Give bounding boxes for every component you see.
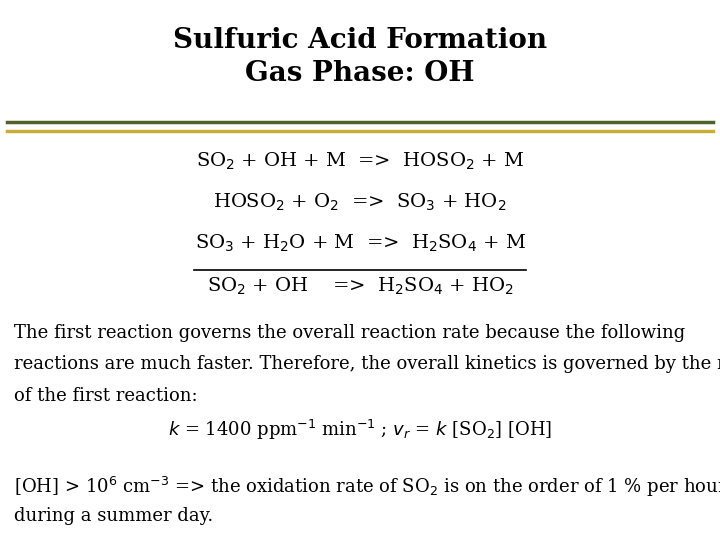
Text: SO$_2$ + OH    =>  H$_2$SO$_4$ + HO$_2$: SO$_2$ + OH => H$_2$SO$_4$ + HO$_2$ — [207, 275, 513, 296]
Text: of the first reaction:: of the first reaction: — [14, 387, 198, 404]
Text: HOSO$_2$ + O$_2$  =>  SO$_3$ + HO$_2$: HOSO$_2$ + O$_2$ => SO$_3$ + HO$_2$ — [213, 192, 507, 213]
Text: [OH] > 10$^6$ cm$^{-3}$ => the oxidation rate of SO$_2$ is on the order of 1 % p: [OH] > 10$^6$ cm$^{-3}$ => the oxidation… — [14, 475, 720, 500]
Text: $k$ = 1400 ppm$^{-1}$ min$^{-1}$ ; $v_r$ = $k$ [SO$_2$] [OH]: $k$ = 1400 ppm$^{-1}$ min$^{-1}$ ; $v_r$… — [168, 418, 552, 442]
Text: Sulfuric Acid Formation
Gas Phase: OH: Sulfuric Acid Formation Gas Phase: OH — [173, 27, 547, 87]
Text: SO$_2$ + OH + M  =>  HOSO$_2$ + M: SO$_2$ + OH + M => HOSO$_2$ + M — [196, 151, 524, 172]
Text: SO$_3$ + H$_2$O + M  =>  H$_2$SO$_4$ + M: SO$_3$ + H$_2$O + M => H$_2$SO$_4$ + M — [194, 232, 526, 253]
Text: during a summer day.: during a summer day. — [14, 507, 214, 524]
Text: The first reaction governs the overall reaction rate because the following: The first reaction governs the overall r… — [14, 324, 685, 342]
Text: reactions are much faster. Therefore, the overall kinetics is governed by the ra: reactions are much faster. Therefore, th… — [14, 355, 720, 373]
